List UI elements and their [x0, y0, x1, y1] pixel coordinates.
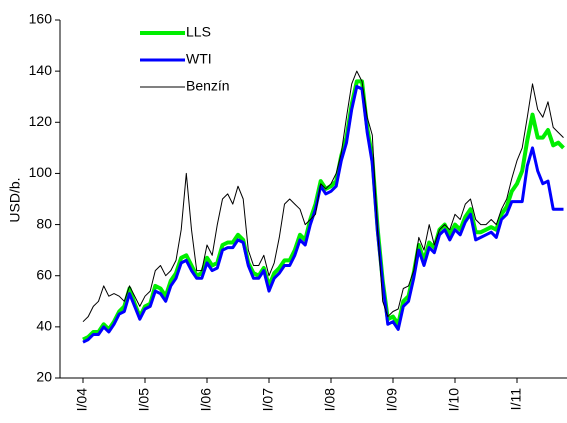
y-tick-label: 40 [36, 318, 52, 334]
legend-label: Benzín [186, 78, 230, 94]
x-tick-label: I/06 [198, 388, 214, 412]
x-tick-label: I/05 [136, 388, 152, 412]
legend-label: LLS [186, 24, 211, 40]
y-tick-label: 140 [29, 62, 53, 78]
x-tick-label: I/11 [508, 388, 524, 411]
y-tick-label: 100 [29, 164, 53, 180]
series-line [82, 79, 565, 342]
x-tick-label: I/04 [74, 388, 90, 412]
y-tick-label: 20 [36, 369, 52, 385]
y-axis-label: USD/b. [7, 177, 23, 222]
x-tick-label: I/07 [260, 388, 276, 412]
y-tick-label: 60 [36, 266, 52, 282]
series-line [82, 70, 564, 323]
x-tick-label: I/09 [384, 388, 400, 412]
y-tick-label: 120 [29, 113, 53, 129]
series-line [82, 85, 564, 344]
x-tick-label: I/08 [322, 388, 338, 412]
legend-label: WTI [186, 51, 212, 67]
y-tick-label: 80 [36, 215, 52, 231]
x-tick-label: I/10 [446, 388, 462, 412]
y-tick-label: 160 [29, 11, 53, 27]
